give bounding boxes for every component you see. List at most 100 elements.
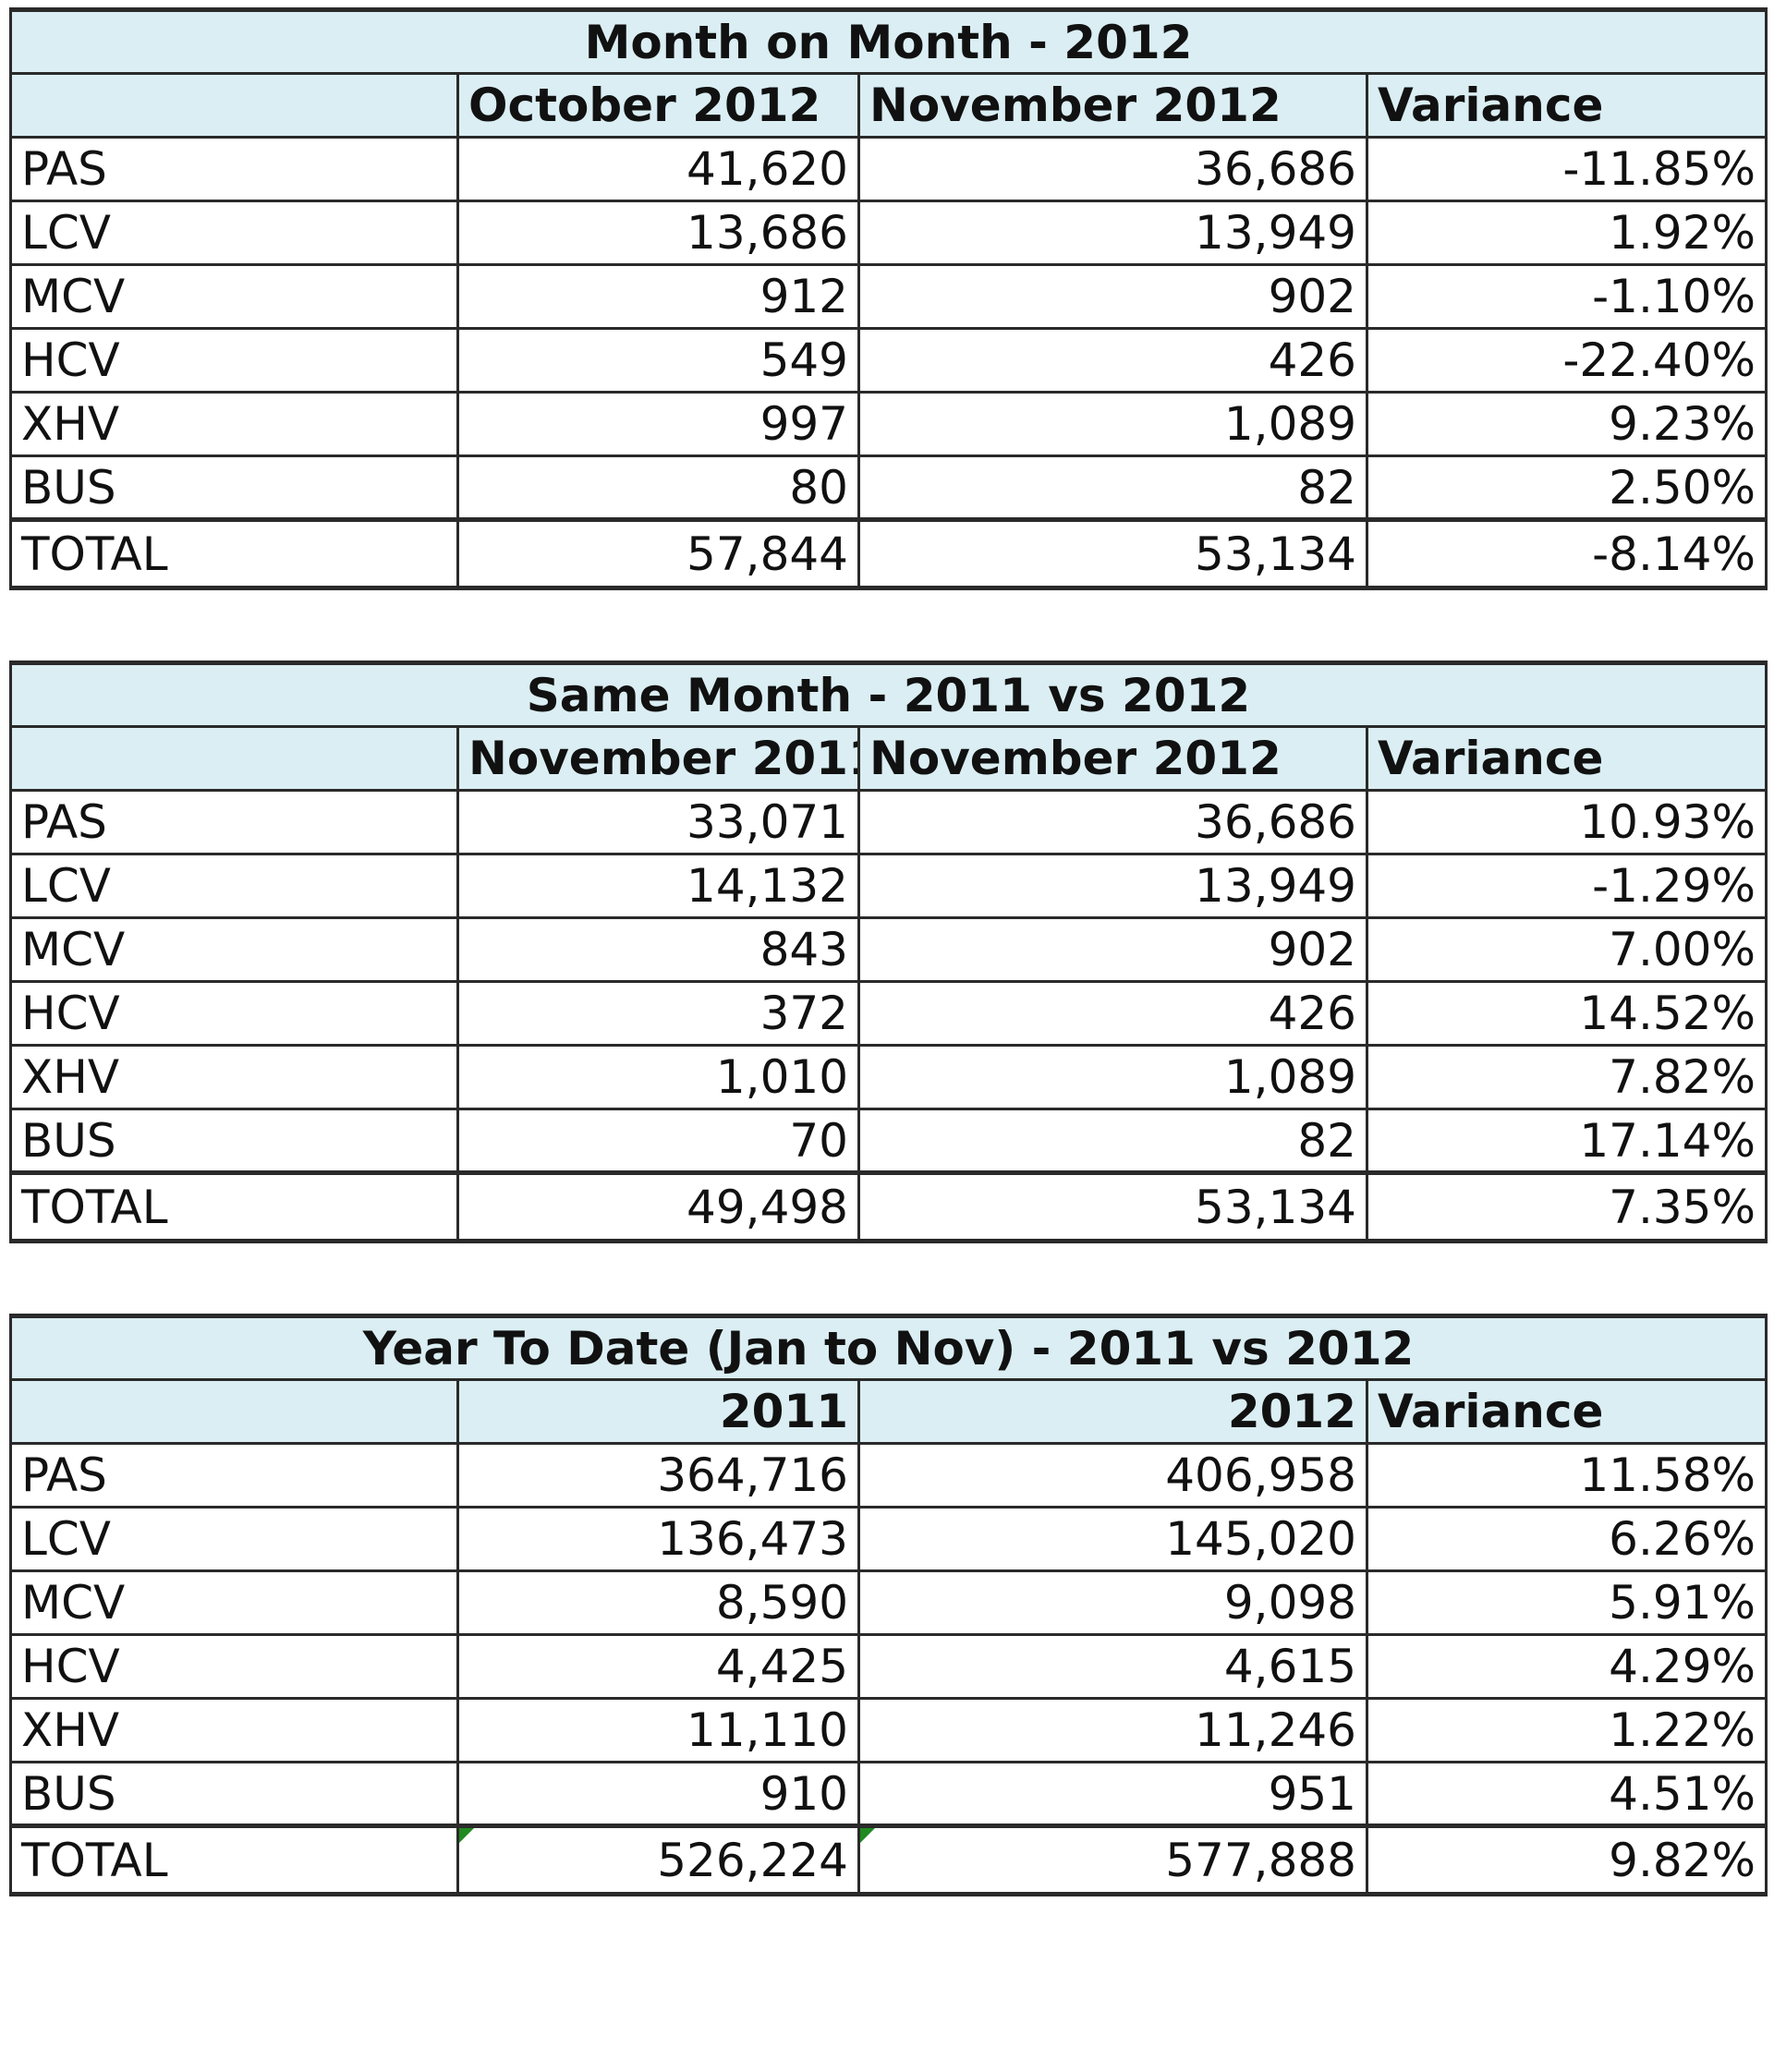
cell-period-2[interactable]: 36,686	[857, 789, 1368, 855]
cell-variance[interactable]: -1.29%	[1366, 853, 1768, 919]
cell-period-1[interactable]: 41,620	[456, 136, 860, 202]
table-row-hcv: HCV 372 426 14.52%	[9, 980, 1768, 1047]
column-header-period-2[interactable]: 2012	[857, 1378, 1368, 1445]
cell-period-2[interactable]: 82	[857, 454, 1368, 521]
row-label[interactable]: TOTAL	[9, 1170, 459, 1243]
cell-period-2[interactable]: 1,089	[857, 1044, 1368, 1110]
cell-period-2[interactable]: 82	[857, 1108, 1368, 1174]
column-header-period-2[interactable]: November 2012	[857, 725, 1368, 792]
row-label[interactable]: XHV	[9, 1697, 459, 1763]
cell-period-2[interactable]: 406,958	[857, 1442, 1368, 1509]
cell-period-2[interactable]: 53,134	[857, 517, 1368, 590]
row-label[interactable]: HCV	[9, 327, 459, 394]
cell-period-1[interactable]: 8,590	[456, 1569, 860, 1636]
column-header-period-2[interactable]: November 2012	[857, 72, 1368, 139]
cell-period-1[interactable]: 11,110	[456, 1697, 860, 1763]
cell-variance[interactable]: -11.85%	[1365, 136, 1768, 202]
cell-variance[interactable]: 6.26%	[1365, 1506, 1768, 1572]
cell-variance[interactable]: 17.14%	[1366, 1108, 1768, 1174]
cell-variance[interactable]: 2.50%	[1365, 454, 1768, 521]
cell-period-2[interactable]: 145,020	[857, 1506, 1368, 1572]
cell-period-1[interactable]: 997	[456, 391, 860, 457]
cell-variance[interactable]: 4.29%	[1365, 1633, 1768, 1700]
cell-period-2[interactable]: 9,098	[857, 1569, 1368, 1636]
row-label[interactable]: LCV	[9, 1506, 459, 1572]
table-title[interactable]: Year To Date (Jan to Nov) - 2011 vs 2012	[8, 1314, 1768, 1381]
cell-period-2[interactable]: 1,089	[857, 391, 1368, 457]
cell-period-2[interactable]: 426	[857, 327, 1368, 394]
cell-variance[interactable]: 14.52%	[1366, 980, 1768, 1047]
cell-variance[interactable]: 1.22%	[1365, 1697, 1768, 1763]
column-header-period-1[interactable]: October 2012	[456, 72, 860, 139]
column-header-period-1[interactable]: November 2011	[456, 725, 860, 792]
cell-variance[interactable]: 10.93%	[1366, 789, 1768, 855]
row-label[interactable]: PAS	[9, 789, 459, 855]
cell-variance[interactable]: -8.14%	[1365, 517, 1768, 590]
column-header-variance[interactable]: Variance	[1366, 725, 1768, 792]
cell-period-2[interactable]: 426	[857, 980, 1368, 1047]
cell-period-1[interactable]: 372	[456, 980, 860, 1047]
row-label[interactable]: BUS	[9, 1108, 459, 1174]
cell-period-2[interactable]: 902	[857, 916, 1368, 983]
row-label[interactable]: TOTAL	[9, 517, 459, 590]
cell-variance[interactable]: 7.35%	[1366, 1170, 1768, 1243]
cell-variance[interactable]: 9.82%	[1365, 1824, 1768, 1896]
cell-variance[interactable]: 7.82%	[1366, 1044, 1768, 1110]
column-header-blank[interactable]	[9, 725, 459, 792]
row-label[interactable]: BUS	[9, 1761, 459, 1827]
cell-period-1[interactable]: 13,686	[456, 200, 860, 266]
column-header-blank[interactable]	[9, 1378, 459, 1445]
row-label[interactable]: LCV	[9, 853, 459, 919]
cell-period-2[interactable]: 11,246	[857, 1697, 1368, 1763]
cell-period-1[interactable]: 49,498	[456, 1170, 860, 1243]
cell-variance[interactable]: 11.58%	[1365, 1442, 1768, 1509]
row-label[interactable]: BUS	[9, 454, 459, 521]
table-title[interactable]: Month on Month - 2012	[8, 7, 1768, 75]
cell-variance[interactable]: -1.10%	[1365, 263, 1768, 330]
cell-variance[interactable]: 7.00%	[1366, 916, 1768, 983]
row-label[interactable]: PAS	[9, 1442, 459, 1509]
row-label[interactable]: TOTAL	[9, 1824, 459, 1896]
row-label[interactable]: MCV	[9, 263, 459, 330]
column-header-period-1[interactable]: 2011	[456, 1378, 860, 1445]
row-label[interactable]: PAS	[9, 136, 459, 202]
column-header-variance[interactable]: Variance	[1365, 1378, 1768, 1445]
row-label[interactable]: XHV	[9, 391, 459, 457]
cell-period-1[interactable]: 526,224	[456, 1824, 860, 1896]
cell-variance[interactable]: 5.91%	[1365, 1569, 1768, 1636]
cell-period-2[interactable]: 577,888	[857, 1824, 1368, 1896]
cell-period-2[interactable]: 951	[857, 1761, 1368, 1827]
row-label[interactable]: XHV	[9, 1044, 459, 1110]
cell-period-1[interactable]: 136,473	[456, 1506, 860, 1572]
cell-period-1[interactable]: 1,010	[456, 1044, 860, 1110]
cell-period-1[interactable]: 843	[456, 916, 860, 983]
cell-period-2[interactable]: 13,949	[857, 200, 1368, 266]
cell-variance[interactable]: 1.92%	[1365, 200, 1768, 266]
row-label[interactable]: MCV	[9, 916, 459, 983]
cell-period-2[interactable]: 902	[857, 263, 1368, 330]
row-label[interactable]: HCV	[9, 980, 459, 1047]
row-label[interactable]: MCV	[9, 1569, 459, 1636]
cell-period-1[interactable]: 4,425	[456, 1633, 860, 1700]
cell-period-2[interactable]: 53,134	[857, 1170, 1368, 1243]
cell-period-1[interactable]: 549	[456, 327, 860, 394]
cell-period-2[interactable]: 13,949	[857, 853, 1368, 919]
column-header-variance[interactable]: Variance	[1365, 72, 1768, 139]
cell-period-1[interactable]: 364,716	[456, 1442, 860, 1509]
cell-variance[interactable]: 9.23%	[1365, 391, 1768, 457]
cell-period-1[interactable]: 70	[456, 1108, 860, 1174]
row-label[interactable]: LCV	[9, 200, 459, 266]
cell-period-1[interactable]: 57,844	[456, 517, 860, 590]
cell-variance[interactable]: -22.40%	[1365, 327, 1768, 394]
cell-period-1[interactable]: 80	[456, 454, 860, 521]
cell-period-2[interactable]: 36,686	[857, 136, 1368, 202]
cell-period-1[interactable]: 33,071	[456, 789, 860, 855]
cell-period-1[interactable]: 14,132	[456, 853, 860, 919]
cell-period-2[interactable]: 4,615	[857, 1633, 1368, 1700]
cell-period-1[interactable]: 912	[456, 263, 860, 330]
cell-period-1[interactable]: 910	[456, 1761, 860, 1827]
cell-variance[interactable]: 4.51%	[1365, 1761, 1768, 1827]
table-title[interactable]: Same Month - 2011 vs 2012	[9, 660, 1768, 728]
column-header-blank[interactable]	[9, 72, 459, 139]
row-label[interactable]: HCV	[9, 1633, 459, 1700]
